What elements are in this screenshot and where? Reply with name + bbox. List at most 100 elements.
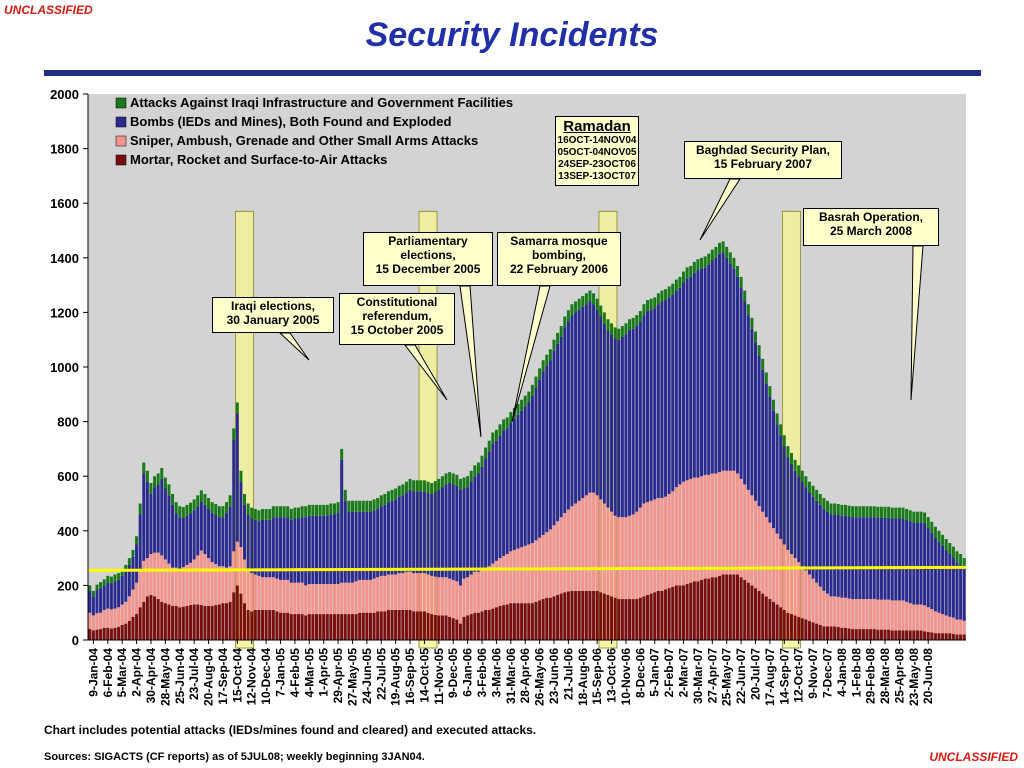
x-tick-label: 6-Jan-06 <box>461 648 475 697</box>
callout-text: Constitutional referendum, 15 October 20… <box>350 295 444 337</box>
bar-segment <box>732 470 736 575</box>
bar-segment <box>307 584 311 615</box>
bar-segment <box>437 489 441 578</box>
bar-segment <box>250 573 254 612</box>
bar-segment <box>422 611 426 640</box>
bar-segment <box>728 574 732 640</box>
bar-segment <box>556 594 560 640</box>
bar-segment <box>153 476 157 488</box>
bar-segment <box>106 627 110 640</box>
bar-segment <box>264 577 268 610</box>
bar-segment <box>905 630 909 640</box>
bar-segment <box>937 633 941 640</box>
bar-segment <box>941 614 945 634</box>
bar-segment <box>710 473 714 578</box>
bar-segment <box>232 439 236 552</box>
bar-segment <box>905 519 909 602</box>
bar-segment <box>545 354 549 366</box>
bar-segment <box>692 581 696 640</box>
bar-segment <box>638 311 642 322</box>
bar-segment <box>102 585 106 610</box>
bar-segment <box>354 581 358 615</box>
bar-segment <box>408 489 412 572</box>
x-tick-label: 20-Aug-04 <box>202 648 216 706</box>
bar-segment <box>458 489 462 586</box>
bar-segment <box>300 517 304 583</box>
bar-segment <box>613 597 617 640</box>
callout-constitutional-referendum: Constitutional referendum, 15 October 20… <box>339 293 455 345</box>
bar-segment <box>689 582 693 640</box>
bar-segment <box>959 564 963 620</box>
bar-segment <box>451 473 455 485</box>
bar-segment <box>228 566 232 602</box>
bar-segment <box>628 319 632 331</box>
bar-segment <box>725 574 729 640</box>
bar-segment <box>919 604 923 631</box>
bar-segment <box>933 633 937 640</box>
bar-segment <box>825 626 829 640</box>
x-tick-label: 1-Feb-08 <box>849 648 863 698</box>
bar-segment <box>739 276 743 288</box>
bar-segment <box>599 305 603 317</box>
bar-segment <box>858 517 862 600</box>
bar-segment <box>379 506 383 576</box>
bar-segment <box>142 601 146 640</box>
bar-segment <box>433 481 437 493</box>
x-tick-label: 15-Oct-04 <box>230 648 244 703</box>
bar-segment <box>764 596 768 640</box>
bar-segment <box>545 532 549 598</box>
bar-segment <box>304 585 308 616</box>
bar-segment <box>178 506 182 518</box>
bar-segment <box>768 522 772 600</box>
bar-segment <box>397 485 401 497</box>
bar-segment <box>117 607 121 627</box>
bar-segment <box>379 611 383 640</box>
bar-segment <box>462 578 466 617</box>
bar-segment <box>710 260 714 474</box>
bar-segment <box>340 614 344 640</box>
x-tick-label: 4-Jan-08 <box>835 648 849 697</box>
bar-segment <box>314 614 318 640</box>
bar-segment <box>753 500 757 589</box>
bar-segment <box>588 301 592 493</box>
bar-segment <box>257 609 261 640</box>
bar-segment <box>685 267 689 279</box>
bar-segment <box>163 477 167 489</box>
bar-segment <box>574 590 578 640</box>
bar-segment <box>286 517 290 580</box>
bar-segment <box>257 521 261 576</box>
bar-segment <box>606 594 610 640</box>
bar-segment <box>696 270 700 478</box>
bar-segment <box>674 279 678 291</box>
bar-segment <box>368 511 372 580</box>
bar-segment <box>829 514 833 597</box>
x-tick-label: 16-Sep-05 <box>403 648 417 705</box>
bar-segment <box>397 573 401 610</box>
bar-segment <box>304 506 308 518</box>
bar-segment <box>361 612 365 640</box>
bar-segment <box>566 509 570 592</box>
bar-segment <box>404 492 408 572</box>
bar-segment <box>250 518 254 574</box>
y-tick-label: 0 <box>72 633 79 648</box>
bar-segment <box>487 609 491 640</box>
bar-segment <box>149 483 153 494</box>
bar-segment <box>685 278 689 481</box>
bar-segment <box>203 504 207 555</box>
bar-segment <box>926 631 930 640</box>
bar-segment <box>642 596 646 640</box>
bar-segment <box>789 554 793 615</box>
bar-segment <box>689 265 693 277</box>
bar-segment <box>199 501 203 551</box>
bar-segment <box>437 478 441 490</box>
bar-segment <box>509 412 513 423</box>
x-tick-label: 10-Dec-04 <box>259 648 273 705</box>
bar-segment <box>761 358 765 370</box>
bar-segment <box>883 629 887 640</box>
bar-segment <box>138 503 142 515</box>
bar-segment <box>95 590 99 614</box>
bar-segment <box>196 604 200 640</box>
bar-segment <box>325 515 329 585</box>
bar-segment <box>246 503 250 515</box>
bar-segment <box>487 440 491 452</box>
